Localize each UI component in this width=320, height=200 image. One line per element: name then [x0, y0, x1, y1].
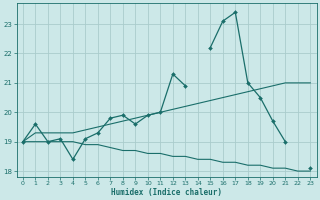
X-axis label: Humidex (Indice chaleur): Humidex (Indice chaleur)	[111, 188, 222, 197]
